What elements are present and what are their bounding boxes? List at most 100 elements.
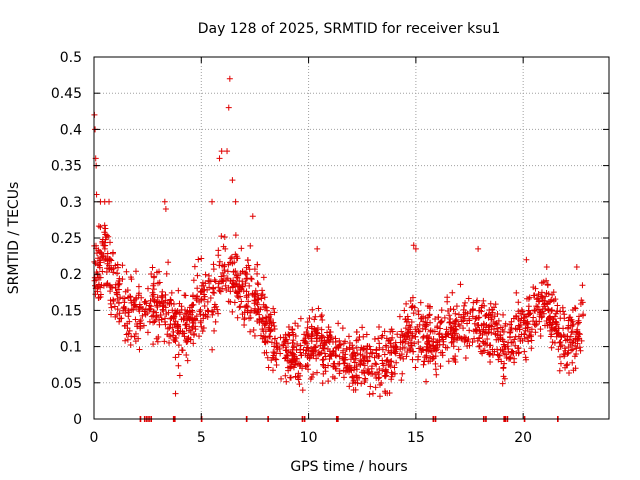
data-point [144, 285, 151, 292]
data-point [425, 335, 432, 342]
data-point [360, 367, 367, 374]
data-point [513, 289, 520, 296]
data-point [106, 198, 113, 205]
data-point [254, 301, 261, 308]
data-point [166, 301, 173, 308]
data-point [507, 321, 514, 328]
data-point [150, 282, 157, 289]
data-point [336, 370, 343, 377]
data-point [383, 335, 390, 342]
data-point [361, 345, 368, 352]
data-point [262, 303, 269, 310]
y-tick-label: 0.5 [60, 50, 82, 66]
data-point [246, 282, 253, 289]
data-point [271, 309, 278, 316]
data-point [319, 356, 326, 363]
data-point [560, 308, 567, 315]
y-tick-label: 0.25 [51, 231, 82, 247]
data-point [241, 321, 248, 328]
data-point [310, 371, 317, 378]
data-point [494, 321, 501, 328]
data-point [178, 316, 185, 323]
data-point [572, 305, 579, 312]
data-point [462, 354, 469, 361]
data-point [544, 300, 551, 307]
data-point [292, 373, 299, 380]
data-point [271, 322, 278, 329]
data-point [150, 286, 157, 293]
data-point [122, 337, 129, 344]
data-point [114, 281, 121, 288]
data-point [230, 268, 237, 275]
data-point [376, 365, 383, 372]
data-point [483, 311, 490, 318]
data-point [363, 331, 370, 338]
data-point [420, 318, 427, 325]
data-point [515, 299, 522, 306]
data-point [437, 363, 444, 370]
data-point [267, 315, 274, 322]
data-point [239, 311, 246, 318]
data-point [177, 328, 184, 335]
data-point [533, 303, 540, 310]
data-point [376, 381, 383, 388]
data-point [420, 361, 427, 368]
data-point [165, 259, 172, 266]
plot-frame [93, 56, 610, 420]
data-point [308, 338, 315, 345]
data-point [539, 293, 546, 300]
data-point [186, 304, 193, 311]
data-point [469, 307, 476, 314]
data-point [205, 308, 212, 315]
data-point [409, 356, 416, 363]
data-point [347, 356, 354, 363]
data-point [415, 338, 422, 345]
data-point [388, 369, 395, 376]
data-point [255, 281, 262, 288]
data-point [262, 338, 269, 345]
data-point [220, 272, 227, 279]
data-point [427, 358, 434, 365]
data-point [404, 348, 411, 355]
data-point [287, 349, 294, 356]
data-point [445, 358, 452, 365]
data-point [518, 315, 525, 322]
data-point [191, 330, 198, 337]
data-point [153, 269, 160, 276]
data-point [523, 320, 530, 327]
data-point [374, 369, 381, 376]
data-point [316, 350, 323, 357]
data-point [400, 355, 407, 362]
data-point [252, 297, 259, 304]
y-tick-label: 0.3 [60, 195, 82, 211]
data-point [236, 277, 243, 284]
data-point [166, 324, 173, 331]
data-point [505, 346, 512, 353]
data-point [568, 316, 575, 323]
data-point [130, 306, 137, 313]
data-point [127, 342, 134, 349]
data-point [372, 384, 379, 391]
data-point [522, 327, 529, 334]
data-point [327, 336, 334, 343]
data-point [132, 268, 139, 275]
data-point [460, 317, 467, 324]
data-point [450, 320, 457, 327]
data-point [368, 370, 375, 377]
data-point [232, 198, 239, 205]
data-point [132, 330, 139, 337]
data-point [300, 346, 307, 353]
grid [94, 57, 609, 419]
data-point [255, 296, 262, 303]
data-point [158, 298, 165, 305]
y-tick-label: 0.05 [51, 376, 82, 392]
data-point [272, 356, 279, 362]
data-point [512, 342, 519, 349]
data-point [480, 347, 487, 354]
data-point [207, 295, 214, 302]
data-point [353, 374, 360, 381]
data-point [198, 255, 205, 262]
data-point [110, 298, 117, 305]
data-point [385, 361, 392, 368]
